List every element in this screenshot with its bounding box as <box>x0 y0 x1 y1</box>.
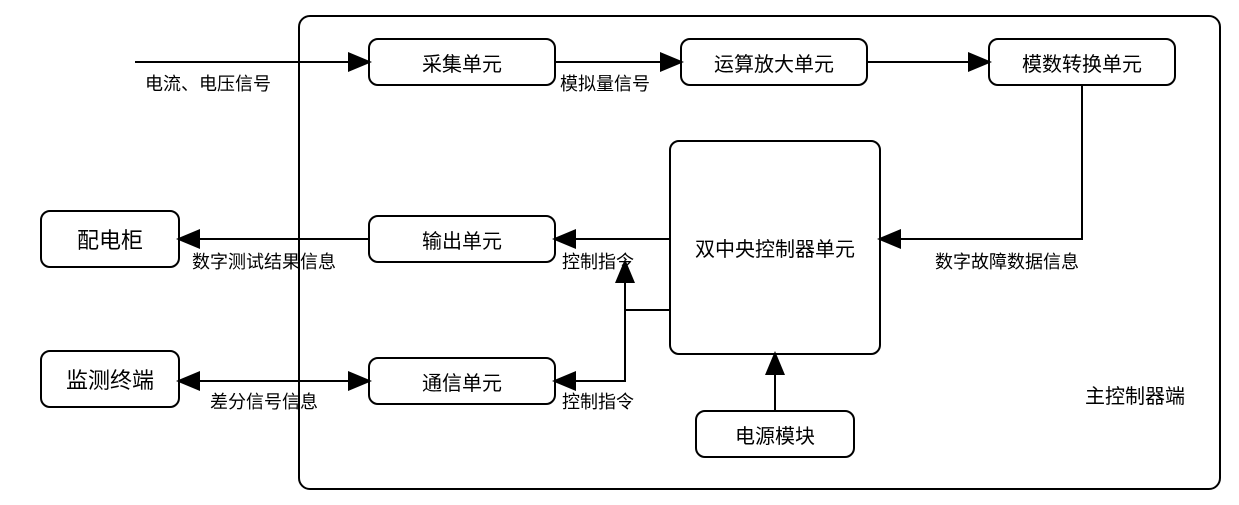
node-acquisition: 采集单元 <box>368 38 556 86</box>
main-controller-label: 主控制器端 <box>1085 380 1185 409</box>
node-opamp-label: 运算放大单元 <box>714 48 834 77</box>
edge-label-digital-test: 数字测试结果信息 <box>192 248 336 274</box>
node-dualcpu: 双中央控制器单元 <box>669 140 881 355</box>
node-terminal-label: 监测终端 <box>66 363 154 395</box>
node-dualcpu-label: 双中央控制器单元 <box>695 233 855 262</box>
edge-label-diff-signal: 差分信号信息 <box>210 388 318 414</box>
node-cabinet: 配电柜 <box>40 210 180 268</box>
node-opamp: 运算放大单元 <box>680 38 868 86</box>
node-power: 电源模块 <box>695 410 855 458</box>
node-adc: 模数转换单元 <box>988 38 1176 86</box>
node-comm-label: 通信单元 <box>422 367 502 396</box>
node-adc-label: 模数转换单元 <box>1022 48 1142 77</box>
node-acquisition-label: 采集单元 <box>422 48 502 77</box>
edge-label-digital-fault: 数字故障数据信息 <box>935 248 1079 274</box>
node-output: 输出单元 <box>368 215 556 263</box>
edge-label-analog: 模拟量信号 <box>560 70 650 96</box>
edge-label-ctrl2: 控制指令 <box>562 388 634 414</box>
edge-label-ctrl1: 控制指令 <box>562 248 634 274</box>
node-power-label: 电源模块 <box>735 420 815 449</box>
node-cabinet-label: 配电柜 <box>77 223 143 255</box>
node-terminal: 监测终端 <box>40 350 180 408</box>
node-comm: 通信单元 <box>368 357 556 405</box>
node-output-label: 输出单元 <box>422 225 502 254</box>
edge-label-signal-in: 电流、电压信号 <box>145 70 271 96</box>
